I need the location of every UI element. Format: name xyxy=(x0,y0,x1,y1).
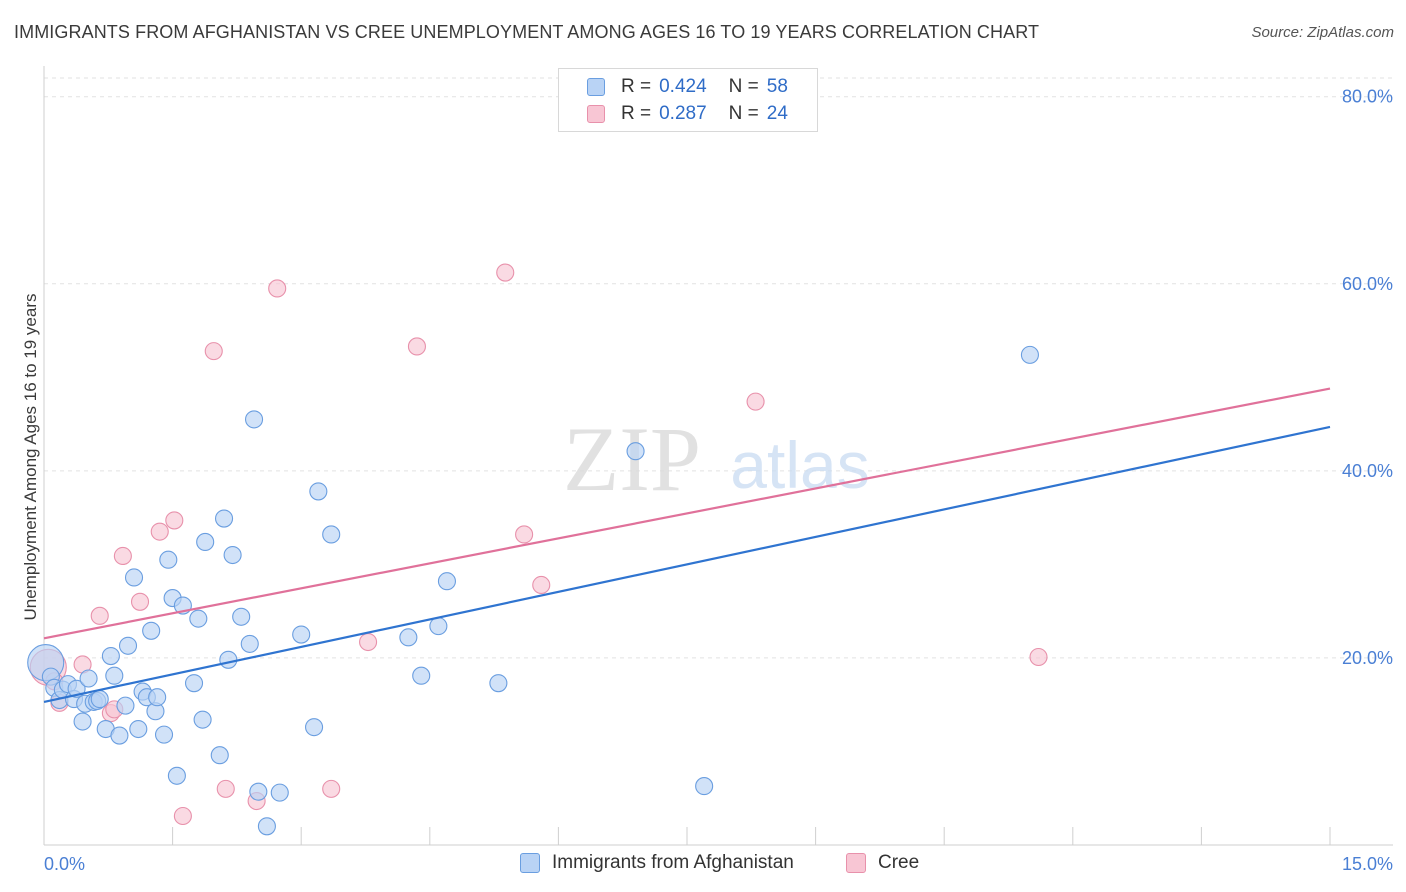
series-cree-points xyxy=(29,263,1048,826)
data-point xyxy=(116,696,135,715)
data-point xyxy=(105,666,124,685)
data-point xyxy=(90,690,109,709)
data-point xyxy=(322,525,341,544)
data-point xyxy=(142,621,161,640)
data-point xyxy=(110,726,129,745)
data-point xyxy=(204,342,223,361)
y-tick-labels: 20.0% 40.0% 60.0% 80.0% xyxy=(1342,87,1393,668)
data-point xyxy=(193,710,212,729)
data-point xyxy=(515,525,534,544)
trend-line-cree xyxy=(43,387,1331,640)
data-point xyxy=(240,634,259,653)
data-point xyxy=(124,568,144,587)
data-point xyxy=(129,719,148,739)
data-point xyxy=(165,511,184,530)
data-point xyxy=(150,522,169,541)
x-tick-min: 0.0% xyxy=(44,854,85,874)
data-point xyxy=(257,817,276,836)
data-point xyxy=(626,442,645,461)
y-tick-label: 40.0% xyxy=(1342,461,1393,481)
trend-lines xyxy=(43,387,1331,703)
bottom-legend-label-cree: Cree xyxy=(878,852,920,873)
legend-n-label: N = xyxy=(728,76,759,97)
data-point xyxy=(429,617,448,636)
legend-n-label: N = xyxy=(728,103,759,124)
legend-n-value: 58 xyxy=(766,76,788,97)
correlation-legend: R = 0.424 N = 58 R = 0.287 N = 24 xyxy=(558,68,818,132)
legend-swatch-pink xyxy=(587,105,605,123)
data-point xyxy=(268,279,287,298)
y-axis-label: Unemployment Among Ages 16 to 19 years xyxy=(21,294,40,621)
bottom-legend-swatch-blue xyxy=(520,853,540,873)
y-tick-label: 80.0% xyxy=(1342,87,1393,107)
legend-row-afghanistan: R = 0.424 N = 58 xyxy=(587,74,810,100)
data-point xyxy=(305,718,324,737)
data-point xyxy=(148,688,167,707)
series-afghanistan-points xyxy=(27,345,1039,836)
legend-r-label: R = xyxy=(621,103,652,124)
data-point xyxy=(407,337,426,356)
data-point xyxy=(219,650,238,669)
data-point xyxy=(532,575,551,595)
y-tick-label: 60.0% xyxy=(1342,274,1393,294)
data-point xyxy=(399,628,418,647)
data-point xyxy=(73,712,92,731)
data-point xyxy=(216,779,235,798)
data-point xyxy=(1020,345,1039,364)
data-point xyxy=(214,509,234,528)
chart-title: IMMIGRANTS FROM AFGHANISTAN VS CREE UNEM… xyxy=(14,22,1040,42)
y-tick-label: 20.0% xyxy=(1342,648,1393,668)
data-point xyxy=(118,636,138,655)
axes xyxy=(43,66,1393,846)
gridlines xyxy=(44,77,1393,659)
data-point xyxy=(746,392,765,411)
data-point xyxy=(210,746,229,765)
data-point xyxy=(322,779,341,798)
source-credit: Source: ZipAtlas.com xyxy=(1251,24,1394,41)
data-point xyxy=(79,669,98,688)
data-point xyxy=(695,777,714,796)
data-point xyxy=(130,592,150,611)
data-point xyxy=(496,263,515,282)
data-point xyxy=(167,766,186,785)
data-point xyxy=(189,609,208,628)
data-point xyxy=(154,725,174,744)
data-point xyxy=(223,545,242,565)
legend-n-value: 24 xyxy=(766,103,788,124)
data-point xyxy=(292,625,311,644)
x-tick-max: 15.0% xyxy=(1342,854,1393,874)
bottom-legend-label-afghanistan: Immigrants from Afghanistan xyxy=(552,852,794,873)
bottom-legend-afghanistan: Immigrants from Afghanistan xyxy=(520,852,794,874)
data-point xyxy=(309,482,328,501)
data-point xyxy=(1029,647,1048,667)
trend-line-afghanistan xyxy=(43,425,1331,703)
watermark-atlas: atlas xyxy=(730,428,869,502)
bottom-legend-swatch-pink xyxy=(846,853,866,873)
data-point xyxy=(437,572,456,591)
data-point xyxy=(249,782,268,801)
data-point xyxy=(196,532,215,551)
data-point xyxy=(489,674,508,693)
data-point xyxy=(101,647,120,666)
data-point xyxy=(244,410,264,429)
legend-swatch-blue xyxy=(587,78,605,96)
legend-r-value: 0.424 xyxy=(659,76,707,97)
data-point xyxy=(113,546,132,566)
data-point xyxy=(159,550,178,569)
data-point xyxy=(232,607,251,626)
data-point xyxy=(90,606,109,625)
data-point xyxy=(184,674,204,693)
legend-r-label: R = xyxy=(621,76,652,97)
legend-row-cree: R = 0.287 N = 24 xyxy=(587,101,810,127)
data-point xyxy=(173,806,192,826)
data-point xyxy=(270,783,289,802)
legend-r-value: 0.287 xyxy=(659,103,707,124)
bottom-legend-cree: Cree xyxy=(846,852,919,874)
data-point xyxy=(359,632,378,652)
data-point xyxy=(412,666,431,685)
